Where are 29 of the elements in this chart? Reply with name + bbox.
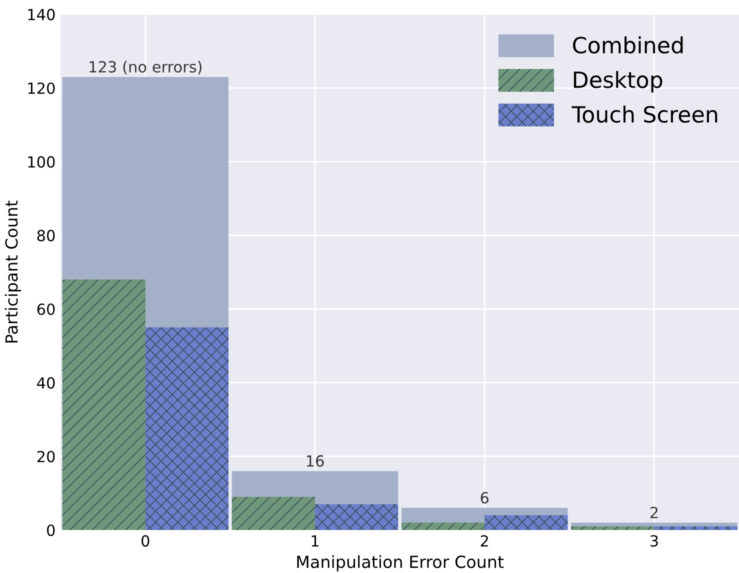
y-tick-label: 20 [37,450,55,462]
data-label: 123 (no errors) [90,60,202,74]
x-tick-label: 2 [480,535,488,546]
legend-label: Touch Screen [572,106,718,123]
x-axis-title: Manipulation Error Count [297,555,504,572]
data-label: 16 [306,455,324,467]
bar [654,526,738,530]
bar [571,526,654,530]
x-tick-label: 1 [312,535,318,546]
y-tick-label: 100 [28,156,55,168]
bar [62,280,146,530]
y-tick-label: 40 [37,377,55,389]
x-tick-label: 3 [650,535,658,547]
bar [315,504,398,530]
y-tick-label: 120 [28,82,55,94]
data-label: 6 [480,492,488,504]
y-tick-label: 60 [37,303,55,316]
bar [232,496,315,530]
bar [484,515,568,530]
y-tick-label: 80 [37,230,55,242]
bar [401,522,485,530]
legend-label: Desktop [574,70,662,92]
x-tick-label: 0 [142,535,150,547]
bar [145,327,228,530]
legend-label: Combined [573,36,683,54]
y-tick-label: 0 [47,524,55,536]
y-tick-label: 140 [28,8,55,20]
data-label: 2 [650,506,658,518]
y-axis-title: Participant Count [4,200,22,343]
